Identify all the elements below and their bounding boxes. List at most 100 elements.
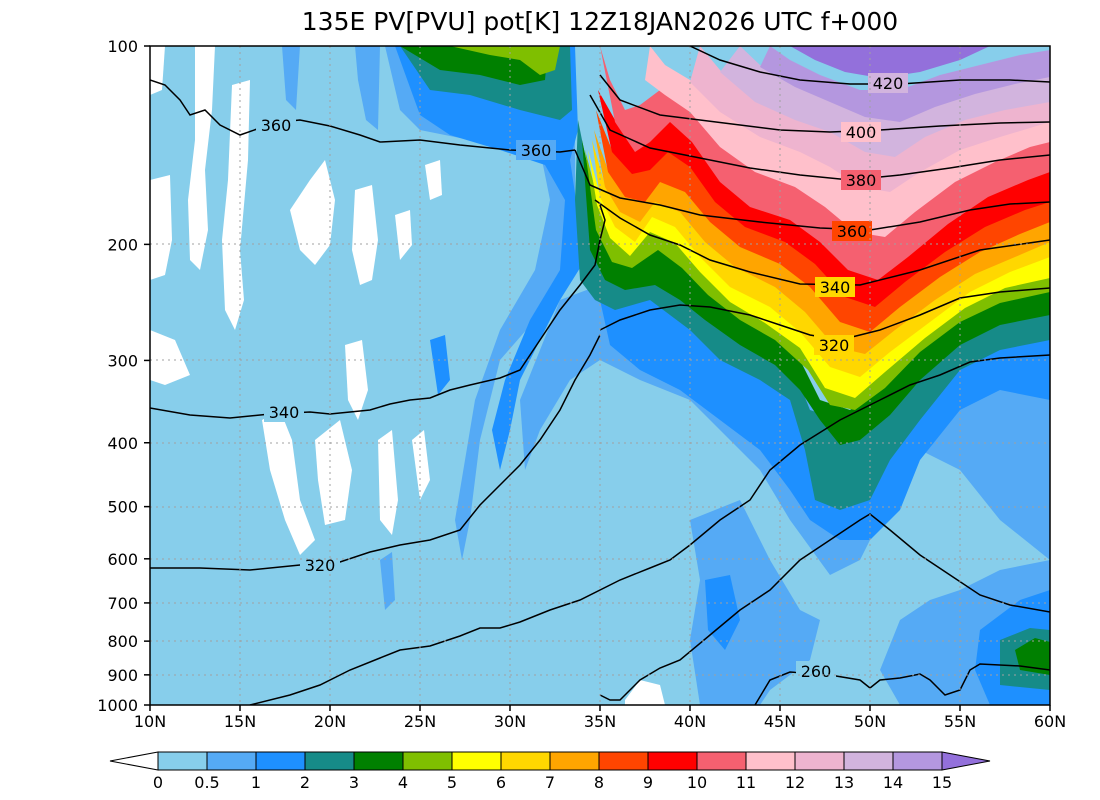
colorbar-swatch	[696, 751, 747, 771]
pv-fill-neg-14	[412, 430, 430, 500]
colorbar-swatch	[843, 751, 894, 771]
contour-label-360-mid: 360	[521, 141, 552, 160]
colorbar-swatch	[745, 751, 796, 771]
pv-fill-neg-12	[345, 340, 368, 420]
colorbar-label: 13	[834, 773, 854, 792]
contour-label-400: 400	[846, 123, 877, 142]
contour-label-360-south: 360	[261, 116, 292, 135]
colorbar-swatch	[157, 751, 208, 771]
y-tick-label: 1000	[97, 696, 138, 715]
pv-fill-neg-5	[150, 330, 190, 385]
y-tick-label: 600	[107, 550, 138, 569]
x-tick-label: 50N	[854, 712, 886, 731]
colorbar-label: 4	[398, 773, 408, 792]
pv-fill-2b	[575, 120, 1050, 510]
colorbar-swatch	[500, 751, 551, 771]
colorbar-label: 3	[349, 773, 359, 792]
pv-fill-neg-4	[150, 175, 172, 280]
pv-fill-0.5	[282, 46, 300, 110]
colorbar-label: 12	[785, 773, 805, 792]
contour-label-260: 260	[801, 662, 832, 681]
colorbar-swatch	[794, 751, 845, 771]
x-tick-label: 55N	[944, 712, 976, 731]
pv-fill-neg-6	[290, 160, 335, 265]
pv-fill-0.5b	[355, 46, 380, 130]
pv-fill-13	[720, 46, 1050, 157]
colorbar-label: 8	[594, 773, 604, 792]
x-tick-label: 35N	[584, 712, 616, 731]
theta-contour-380	[589, 94, 1050, 181]
pv-fill-1e	[430, 335, 450, 395]
y-tick-label: 400	[107, 434, 138, 453]
colorbar-over-triangle	[941, 751, 991, 771]
y-tick-label: 800	[107, 632, 138, 651]
colorbar-label: 11	[736, 773, 756, 792]
pv-fill-neg-10	[262, 410, 315, 555]
colorbar-label: 1	[251, 773, 261, 792]
colorbar-swatch	[353, 751, 404, 771]
contour-label-420: 420	[873, 74, 904, 93]
pv-fill-0.5g	[380, 552, 395, 610]
plot-area: 420 400 380 360 360 360 340 340 320 320 …	[150, 46, 1050, 705]
theta-contour-280	[599, 513, 1050, 701]
colorbar-swatch	[402, 751, 453, 771]
colorbar-label: 5	[447, 773, 457, 792]
y-tick-label: 300	[107, 351, 138, 370]
contour-label-340-south: 340	[269, 403, 300, 422]
colorbar-label: 15	[932, 773, 952, 792]
x-tick-label: 10N	[134, 712, 166, 731]
y-tick-label: 900	[107, 666, 138, 685]
y-tick-label: 200	[107, 235, 138, 254]
y-tick-label: 100	[107, 37, 138, 56]
colorbar-label: 7	[545, 773, 555, 792]
colorbar-label: 0	[153, 773, 163, 792]
pv-fill-neg-3	[222, 80, 250, 330]
pv-fill-neg-13	[378, 430, 398, 535]
pv-fill-neg-15	[625, 680, 665, 705]
pv-fill-15	[790, 46, 990, 78]
theta-contour-340-north	[594, 199, 1050, 286]
colorbar-swatch	[304, 751, 355, 771]
theta-contour-320-south	[150, 334, 601, 571]
x-tick-label: 25N	[404, 712, 436, 731]
colorbar-swatch	[892, 751, 943, 771]
colorbar-swatch	[451, 751, 502, 771]
grid	[150, 46, 1050, 705]
pv-fill-neg-1	[150, 46, 165, 95]
pv-fill-10	[600, 46, 1050, 280]
x-tick-label: 60N	[1034, 712, 1066, 731]
colorbar-swatch	[206, 751, 257, 771]
theta-contour-360-north	[574, 149, 1050, 231]
contour-labels: 420 400 380 360 360 360 340 340 320 320 …	[256, 73, 908, 681]
pv-fill-11	[645, 46, 1050, 237]
pv-fill-neg-8	[395, 210, 412, 260]
colorbar-swatch	[598, 751, 649, 771]
x-tick-label: 15N	[224, 712, 256, 731]
pv-fill-8	[596, 110, 1050, 332]
pv-fill-4	[450, 46, 560, 75]
colorbar-swatch	[647, 751, 698, 771]
chart-title: 135E PV[PVU] pot[K] 12Z18JAN2026 UTC f+0…	[302, 7, 898, 36]
colorbar-label: 6	[496, 773, 506, 792]
x-tick-label: 30N	[494, 712, 526, 731]
pv-fill-6	[592, 140, 1050, 377]
pv-fill-14	[760, 46, 1050, 122]
colorbar-label: 10	[687, 773, 707, 792]
colorbar-swatch	[255, 751, 306, 771]
theta-contour-420	[689, 46, 1050, 85]
contour-label-320-north: 320	[819, 336, 850, 355]
theta-contour-320-north	[599, 287, 1050, 341]
pv-fill-neg-11	[315, 420, 352, 525]
colorbar-label: 14	[883, 773, 903, 792]
colorbar-swatch	[549, 751, 600, 771]
pv-fill-neg-9	[425, 160, 442, 200]
colorbar-label: 2	[300, 773, 310, 792]
contour-label-340-north: 340	[820, 278, 851, 297]
x-tick-label: 20N	[314, 712, 346, 731]
pv-fill-neg-7	[352, 185, 378, 285]
contour-label-360-north: 360	[837, 222, 868, 241]
x-axis: 10N 15N 20N 25N 30N 35N 40N 45N 50N 55N 60N	[134, 705, 1066, 731]
colorbar-label: 0.5	[194, 773, 219, 792]
colorbar-under-triangle	[109, 751, 159, 771]
